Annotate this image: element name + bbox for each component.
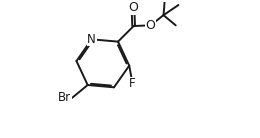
Text: O: O (128, 1, 138, 14)
Text: F: F (129, 77, 136, 91)
Text: O: O (146, 19, 155, 32)
Text: Br: Br (58, 91, 71, 104)
Text: N: N (87, 33, 96, 46)
